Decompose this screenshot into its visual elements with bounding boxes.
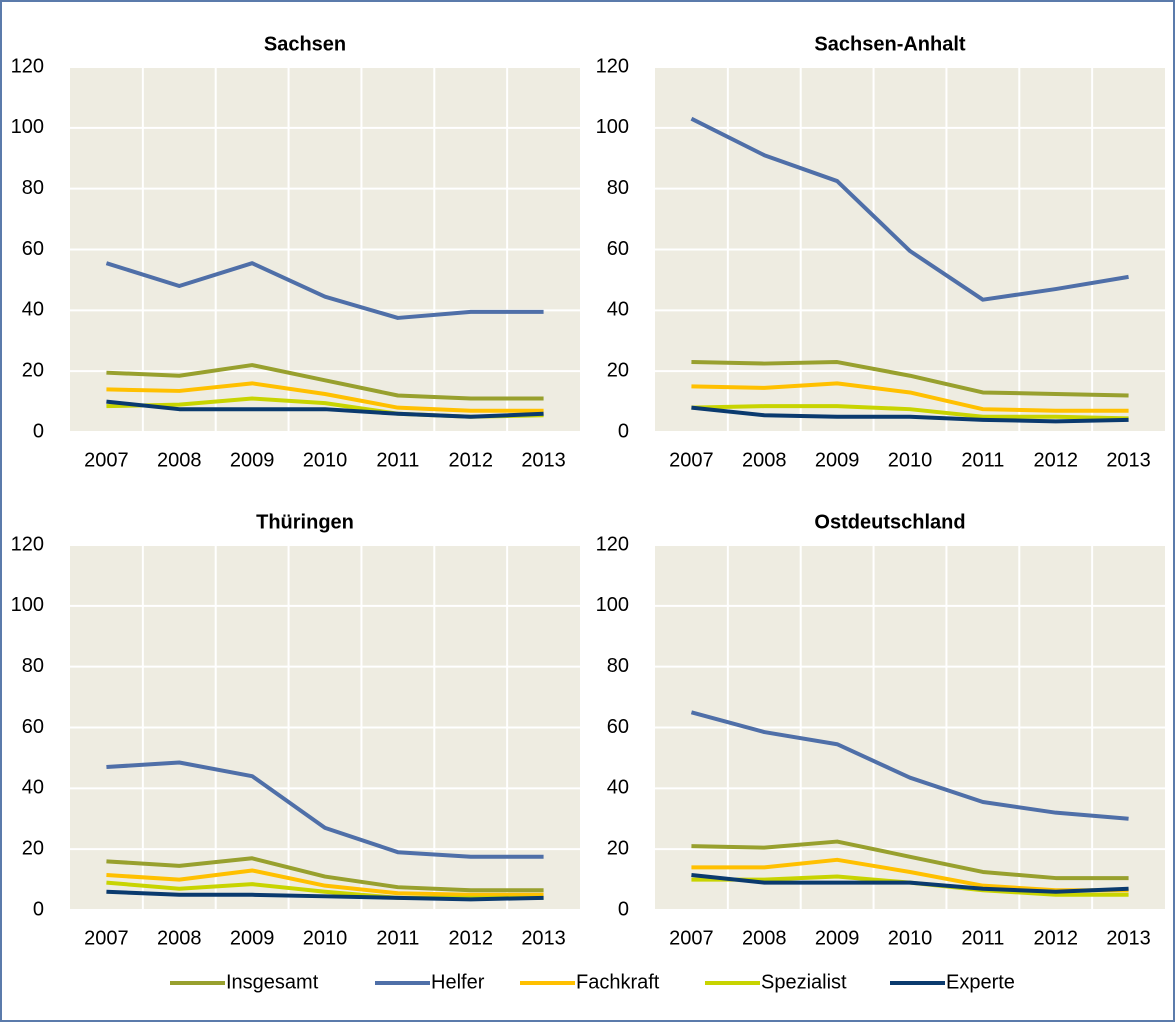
x-tick-label: 2008 xyxy=(157,927,202,949)
y-tick-label: 100 xyxy=(596,116,629,138)
x-tick-label: 2007 xyxy=(84,449,129,471)
y-tick-label: 100 xyxy=(11,594,44,616)
x-tick-label: 2012 xyxy=(448,449,493,471)
x-tick-label: 2011 xyxy=(961,927,1004,949)
legend-label: Experte xyxy=(946,971,1015,993)
y-tick-label: 60 xyxy=(607,716,629,738)
y-tick-label: 40 xyxy=(607,777,629,799)
x-tick-label: 2010 xyxy=(303,927,348,949)
x-tick-label: 2013 xyxy=(1106,449,1151,471)
x-tick-label: 2010 xyxy=(888,927,933,949)
series-line xyxy=(105,261,544,320)
series-line xyxy=(691,839,1129,881)
series-line xyxy=(106,363,544,401)
x-tick-label: 2009 xyxy=(230,449,275,471)
y-tick-label: 80 xyxy=(607,177,629,199)
y-tick-label: 60 xyxy=(607,238,629,260)
x-tick-label: 2008 xyxy=(742,449,787,471)
y-tick-label: 100 xyxy=(596,594,629,616)
x-tick-label: 2007 xyxy=(669,449,714,471)
legend-label: Spezialist xyxy=(761,971,847,993)
y-tick-label: 40 xyxy=(22,777,44,799)
legend-label: Helfer xyxy=(431,971,485,993)
x-tick-label: 2008 xyxy=(157,449,202,471)
series-line xyxy=(690,116,1129,302)
series-line xyxy=(106,381,544,413)
series-line xyxy=(691,404,1129,421)
y-tick-label: 40 xyxy=(22,299,44,321)
x-tick-label: 2011 xyxy=(961,449,1004,471)
legend-label: Fachkraft xyxy=(576,971,660,993)
x-tick-label: 2011 xyxy=(376,449,419,471)
y-tick-label: 40 xyxy=(607,299,629,321)
y-tick-label: 80 xyxy=(22,655,44,677)
x-tick-label: 2013 xyxy=(521,449,566,471)
y-tick-label: 80 xyxy=(607,655,629,677)
legend-label: Insgesamt xyxy=(226,971,319,993)
y-tick-label: 60 xyxy=(22,238,44,260)
series-line xyxy=(691,381,1129,413)
x-tick-label: 2013 xyxy=(521,927,566,949)
x-tick-label: 2007 xyxy=(669,927,714,949)
y-tick-label: 60 xyxy=(22,716,44,738)
y-tick-label: 120 xyxy=(11,55,44,77)
y-tick-label: 0 xyxy=(618,420,629,442)
series-line xyxy=(106,399,544,419)
series-line xyxy=(691,405,1129,424)
x-tick-label: 2012 xyxy=(448,927,493,949)
y-tick-label: 120 xyxy=(596,55,629,77)
x-tick-label: 2011 xyxy=(376,927,419,949)
y-tick-label: 120 xyxy=(11,533,44,555)
series-line xyxy=(691,360,1129,398)
x-tick-label: 2010 xyxy=(888,449,933,471)
chart-title: Ostdeutschland xyxy=(814,511,965,533)
series-line xyxy=(106,760,544,859)
series-line xyxy=(691,873,1129,894)
y-tick-label: 0 xyxy=(33,420,44,442)
chart-title: Sachsen xyxy=(264,33,346,55)
series-line xyxy=(106,856,544,893)
series-line xyxy=(106,889,544,902)
y-tick-label: 0 xyxy=(33,898,44,920)
x-tick-label: 2012 xyxy=(1033,927,1078,949)
x-tick-label: 2008 xyxy=(742,927,787,949)
series-line xyxy=(106,868,544,897)
y-tick-label: 20 xyxy=(607,359,629,381)
y-tick-label: 20 xyxy=(22,359,44,381)
x-tick-label: 2007 xyxy=(84,927,129,949)
chart-title: Thüringen xyxy=(256,511,354,533)
y-tick-label: 0 xyxy=(618,898,629,920)
x-tick-label: 2013 xyxy=(1106,927,1151,949)
y-tick-label: 120 xyxy=(596,533,629,555)
chart-title: Sachsen-Anhalt xyxy=(814,33,965,55)
x-tick-label: 2009 xyxy=(230,927,275,949)
y-tick-label: 100 xyxy=(11,116,44,138)
y-tick-label: 20 xyxy=(607,837,629,859)
x-tick-label: 2010 xyxy=(303,449,348,471)
series-line xyxy=(690,710,1129,821)
y-tick-label: 80 xyxy=(22,177,44,199)
x-tick-label: 2012 xyxy=(1033,449,1078,471)
x-tick-label: 2009 xyxy=(815,927,860,949)
y-tick-label: 20 xyxy=(22,837,44,859)
x-tick-label: 2009 xyxy=(815,449,860,471)
